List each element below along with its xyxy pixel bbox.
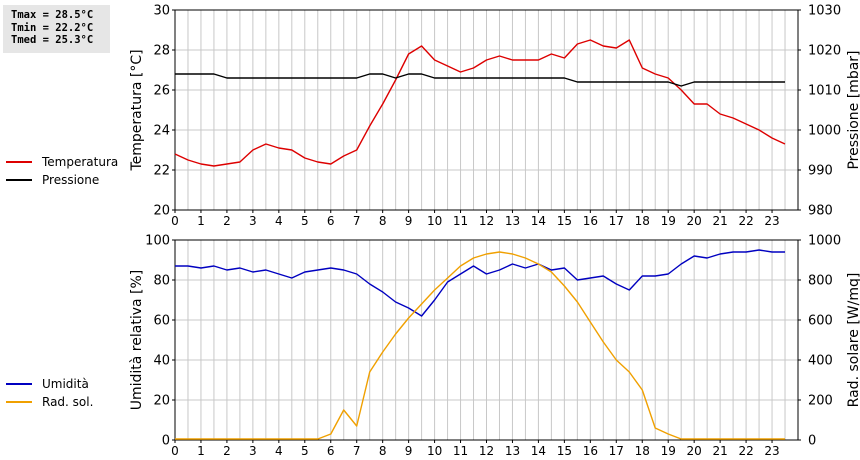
bottom-y-tick-label-right: 600 (808, 314, 833, 329)
top-x-tick-label: 22 (738, 214, 753, 228)
bottom-x-tick-label: 5 (301, 444, 309, 458)
top-y-tick-label-left: 22 (153, 164, 170, 179)
bottom-y-tick-label-right: 0 (808, 434, 816, 449)
top-y-tick-label-right: 1000 (808, 124, 841, 139)
top-y-tick-label-right: 980 (808, 204, 833, 219)
bottom-y-tick-label-left: 60 (153, 314, 170, 329)
stat-tmin: Tmin = 22.2°C (11, 21, 94, 34)
bottom-x-tick-label: 9 (405, 444, 413, 458)
top-series-temperatura (174, 39, 786, 167)
legend-swatch-pressure (6, 179, 32, 181)
top-x-tick-label: 1 (197, 214, 205, 228)
top-x-tick-label: 17 (609, 214, 624, 228)
bottom-y-tick-label-right: 200 (808, 394, 833, 409)
legend-item-pressure: Pressione (6, 171, 118, 189)
bottom-y-tick-label-right: 400 (808, 354, 833, 369)
top-y-tick-label-right: 1010 (808, 84, 841, 99)
legend-label-humidity: Umidità (42, 377, 89, 391)
bottom-y-tick-label-left: 100 (145, 234, 170, 249)
top-x-tick-label: 16 (583, 214, 598, 228)
top-x-tick-label: 13 (505, 214, 520, 228)
bottom-series-umidit (175, 249, 785, 317)
top-series-pressione (175, 73, 785, 87)
bottom-x-tick-label: 0 (171, 444, 179, 458)
bottom-y-tick-label-left: 80 (153, 274, 170, 289)
legend-item-humidity: Umidità (6, 375, 93, 393)
top-x-tick-label: 5 (301, 214, 309, 228)
bottom-x-tick-label: 19 (661, 444, 676, 458)
top-x-tick-label: 18 (635, 214, 650, 228)
top-x-tick-label: 11 (453, 214, 468, 228)
legend-item-radiation: Rad. sol. (6, 393, 93, 411)
legend-label-pressure: Pressione (42, 173, 100, 187)
bottom-x-tick-label: 8 (379, 444, 387, 458)
bottom-y-tick-label-right: 800 (808, 274, 833, 289)
bottom-y-tick-label-left: 20 (153, 394, 170, 409)
top-x-tick-label: 9 (405, 214, 413, 228)
bottom-x-tick-label: 6 (327, 444, 335, 458)
top-x-tick-label: 2 (223, 214, 231, 228)
bottom-x-tick-label: 15 (557, 444, 572, 458)
bottom-ylabel-left: Umidità relativa [%] (129, 270, 145, 411)
top-x-tick-label: 10 (427, 214, 442, 228)
top-x-tick-label: 12 (479, 214, 494, 228)
bottom-x-tick-label: 2 (223, 444, 231, 458)
legend-item-temperature: Temperatura (6, 153, 118, 171)
top-y-tick-label-left: 28 (153, 44, 170, 59)
top-x-tick-label: 7 (353, 214, 361, 228)
bottom-x-tick-label: 13 (505, 444, 520, 458)
legend-swatch-temperature (6, 161, 32, 163)
legend-bottom: Umidità Rad. sol. (6, 375, 93, 411)
bottom-y-tick-label-right: 1000 (808, 234, 841, 249)
bottom-x-tick-label: 17 (609, 444, 624, 458)
top-y-tick-label-left: 24 (153, 124, 170, 139)
top-x-tick-label: 8 (379, 214, 387, 228)
top-y-tick-label-right: 990 (808, 164, 833, 179)
bottom-x-tick-label: 11 (453, 444, 468, 458)
legend-top: Temperatura Pressione (6, 153, 118, 189)
bottom-x-tick-label: 16 (583, 444, 598, 458)
top-x-tick-label: 4 (275, 214, 283, 228)
top-x-tick-label: 21 (712, 214, 727, 228)
legend-swatch-radiation (6, 401, 32, 403)
bottom-series-rad-sol (175, 251, 785, 440)
bottom-ylabel-right: Rad. solare [W/mq] (846, 273, 860, 408)
bottom-y-tick-label-left: 40 (153, 354, 170, 369)
top-x-tick-label: 19 (661, 214, 676, 228)
top-x-tick-label: 6 (327, 214, 335, 228)
top-y-tick-label-right: 1030 (808, 4, 841, 19)
top-y-tick-label-right: 1020 (808, 44, 841, 59)
bottom-y-tick-label-left: 0 (162, 434, 170, 449)
top-x-tick-label: 23 (764, 214, 779, 228)
bottom-x-tick-label: 21 (712, 444, 727, 458)
bottom-x-tick-label: 10 (427, 444, 442, 458)
bottom-x-tick-label: 14 (531, 444, 546, 458)
top-ylabel-right: Pressione [mbar] (846, 50, 860, 169)
top-x-tick-label: 0 (171, 214, 179, 228)
bottom-x-tick-label: 4 (275, 444, 283, 458)
top-x-tick-label: 15 (557, 214, 572, 228)
top-x-tick-label: 20 (687, 214, 702, 228)
top-ylabel-left: Temperatura [°C] (129, 49, 145, 171)
stats-box: Tmax = 28.5°C Tmin = 22.2°C Tmed = 25.3°… (3, 5, 110, 53)
bottom-x-tick-label: 20 (687, 444, 702, 458)
top-x-tick-label: 14 (531, 214, 546, 228)
legend-label-radiation: Rad. sol. (42, 395, 94, 409)
legend-swatch-humidity (6, 383, 32, 385)
bottom-x-tick-label: 22 (738, 444, 753, 458)
stat-tmax: Tmax = 28.5°C (11, 9, 94, 21)
top-y-tick-label-left: 30 (153, 4, 170, 19)
bottom-x-tick-label: 12 (479, 444, 494, 458)
bottom-x-tick-label: 7 (353, 444, 361, 458)
top-y-tick-label-left: 20 (153, 204, 170, 219)
stat-tmed: Tmed = 25.3°C (11, 34, 94, 46)
top-x-tick-label: 3 (249, 214, 257, 228)
bottom-x-tick-label: 23 (764, 444, 779, 458)
bottom-x-tick-label: 18 (635, 444, 650, 458)
bottom-x-tick-label: 3 (249, 444, 257, 458)
bottom-x-tick-label: 1 (197, 444, 205, 458)
top-y-tick-label-left: 26 (153, 84, 170, 99)
legend-label-temperature: Temperatura (42, 155, 119, 169)
